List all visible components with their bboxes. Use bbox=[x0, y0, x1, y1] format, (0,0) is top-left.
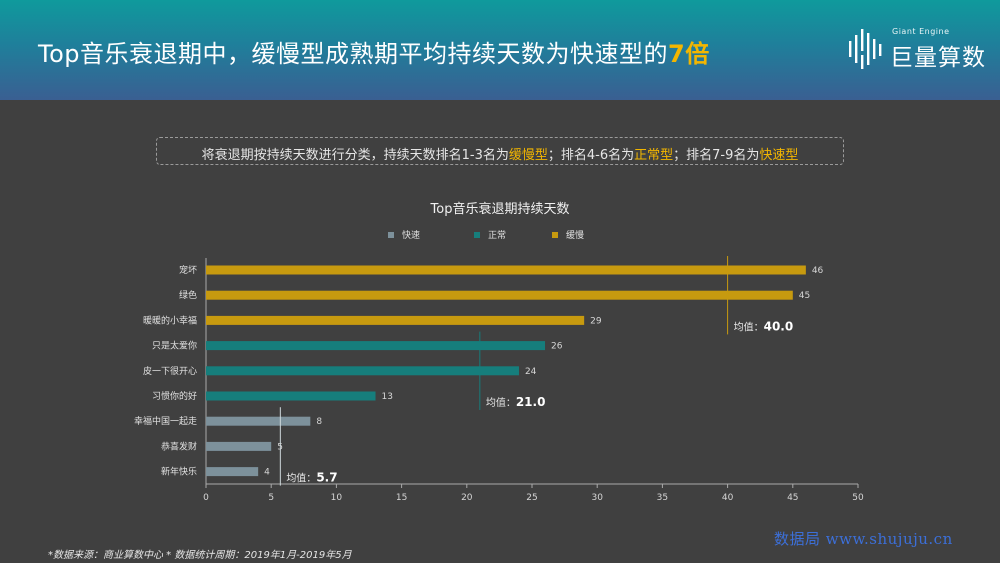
value-label-8: 4 bbox=[264, 468, 270, 478]
x-tick-label-1: 5 bbox=[268, 493, 274, 503]
category-label-3: 只是太爱你 bbox=[152, 340, 197, 352]
value-label-6: 8 bbox=[316, 417, 322, 427]
x-tick-label-4: 20 bbox=[461, 493, 473, 503]
category-label-6: 幸福中国一起走 bbox=[134, 415, 197, 427]
bar-4 bbox=[206, 366, 519, 376]
watermark: 数据局 www.shujuju.cn bbox=[774, 530, 953, 548]
brand-logo: Giant Engine 巨量算数 bbox=[848, 27, 993, 73]
bar-0 bbox=[206, 265, 806, 275]
logo-chinese-text: 巨量算数 bbox=[890, 45, 986, 71]
bar-8 bbox=[206, 467, 259, 477]
bar-1 bbox=[206, 290, 793, 300]
bar-2 bbox=[206, 315, 585, 325]
avg-value-0: 40.0 bbox=[764, 319, 794, 333]
avg-label-0: 均值： bbox=[734, 320, 764, 333]
x-tick-label-0: 0 bbox=[203, 493, 209, 503]
legend-label-2: 缓慢 bbox=[566, 229, 584, 241]
avg-label-2: 均值： bbox=[286, 472, 316, 485]
category-label-1: 绿色 bbox=[179, 289, 197, 301]
value-label-4: 24 bbox=[525, 367, 537, 377]
legend-label-1: 正常 bbox=[488, 229, 506, 241]
subtitle-slow-type: 缓慢型 bbox=[508, 148, 548, 163]
subtitle-part-2: ；排名4-6名为 bbox=[547, 148, 635, 163]
value-label-3: 26 bbox=[551, 342, 563, 352]
page-title: Top音乐衰退期中，缓慢型成熟期平均持续天数为快速型的7倍 bbox=[38, 34, 710, 69]
x-tick-label-2: 10 bbox=[331, 493, 343, 503]
page-title-main: Top音乐衰退期中，缓慢型成熟期平均持续天数为快速型的 bbox=[38, 40, 668, 68]
header-banner: Top音乐衰退期中，缓慢型成熟期平均持续天数为快速型的7倍 Giant Engi… bbox=[0, 0, 1000, 100]
category-label-8: 新年快乐 bbox=[161, 466, 197, 478]
category-label-5: 习惯你的好 bbox=[152, 390, 197, 402]
avg-value-2: 5.7 bbox=[316, 471, 337, 485]
x-tick-label-3: 15 bbox=[396, 493, 407, 503]
subtitle-normal-type: 正常型 bbox=[634, 148, 674, 163]
page-title-highlight: 7倍 bbox=[668, 40, 710, 68]
data-source-footnote: *数据来源：商业算数中心 * 数据统计周期：2019年1月-2019年5月 bbox=[48, 550, 352, 561]
subtitle-part-1: 将衰退期按持续天数进行分类，持续天数排名1-3名为 bbox=[201, 148, 509, 163]
legend-swatch-2 bbox=[552, 232, 558, 238]
x-tick-label-8: 40 bbox=[722, 493, 734, 503]
subtitle-box: 将衰退期按持续天数进行分类，持续天数排名1-3名为缓慢型；排名4-6名为正常型；… bbox=[156, 137, 844, 165]
logo-english-text: Giant Engine bbox=[892, 27, 950, 36]
x-tick-label-7: 35 bbox=[657, 493, 668, 503]
legend-swatch-0 bbox=[388, 232, 394, 238]
value-label-1: 45 bbox=[799, 291, 810, 301]
legend-swatch-1 bbox=[474, 232, 480, 238]
avg-label-1: 均值： bbox=[486, 396, 516, 409]
chart-title: Top音乐衰退期持续天数 bbox=[430, 201, 570, 217]
subtitle-text: 将衰退期按持续天数进行分类，持续天数排名1-3名为缓慢型；排名4-6名为正常型；… bbox=[157, 144, 843, 163]
x-tick-label-6: 30 bbox=[591, 493, 603, 503]
x-tick-label-10: 50 bbox=[852, 493, 864, 503]
value-label-2: 29 bbox=[590, 316, 602, 326]
bar-5 bbox=[206, 391, 376, 401]
logo-bars-icon bbox=[849, 29, 882, 69]
bar-7 bbox=[206, 441, 272, 451]
subtitle-fast-type: 快速型 bbox=[759, 148, 799, 163]
legend-label-0: 快速 bbox=[402, 229, 420, 241]
value-label-5: 13 bbox=[382, 392, 393, 402]
bar-3 bbox=[206, 341, 546, 351]
value-label-0: 46 bbox=[812, 266, 824, 276]
subtitle-part-3: ；排名7-9名为 bbox=[673, 148, 760, 163]
category-label-0: 宠坏 bbox=[179, 264, 197, 276]
category-label-4: 皮一下很开心 bbox=[143, 365, 197, 377]
x-tick-label-9: 45 bbox=[787, 493, 798, 503]
x-tick-label-5: 25 bbox=[526, 493, 537, 503]
category-label-7: 恭喜发财 bbox=[161, 440, 197, 452]
category-label-2: 暖暖的小幸福 bbox=[143, 314, 197, 326]
bar-6 bbox=[206, 416, 311, 426]
avg-value-1: 21.0 bbox=[516, 395, 546, 409]
